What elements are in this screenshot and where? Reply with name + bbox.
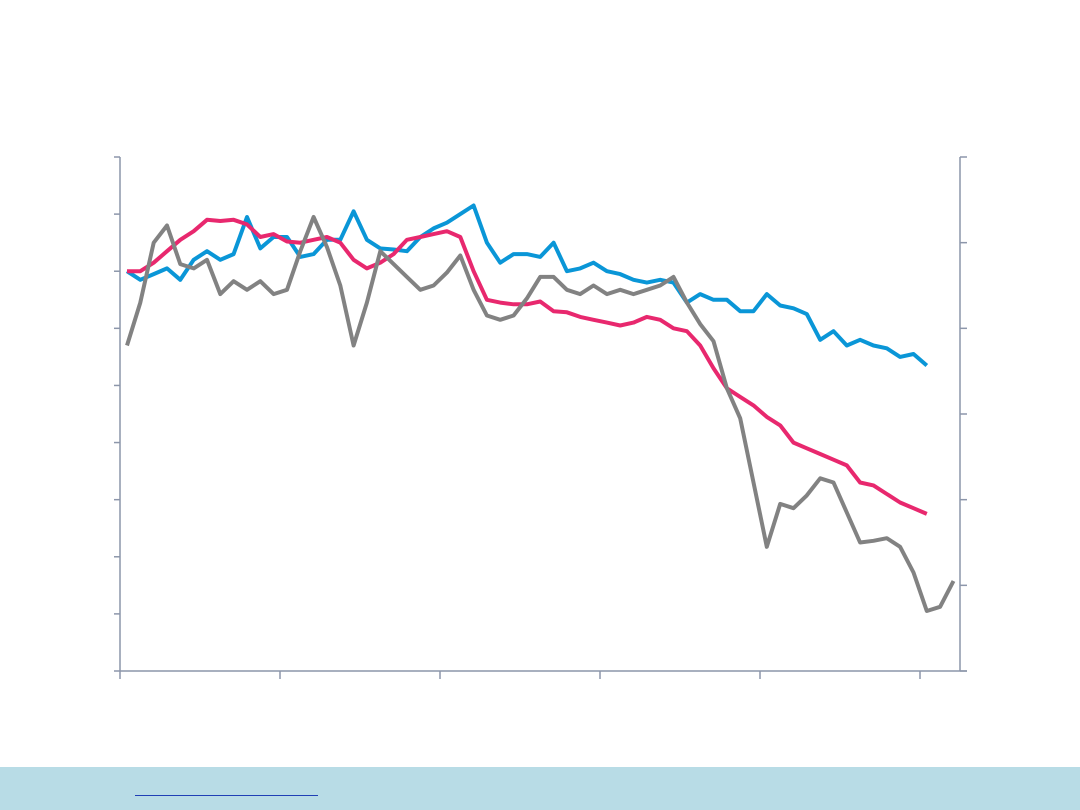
series-line-1 [125,203,929,368]
footer-source-link[interactable] [135,779,318,796]
chart-axes [114,156,967,679]
chart-series [125,203,956,613]
footer-band [0,767,1080,810]
line-chart [114,156,967,679]
series-line-2 [127,217,928,516]
series-line-3 [125,215,956,613]
